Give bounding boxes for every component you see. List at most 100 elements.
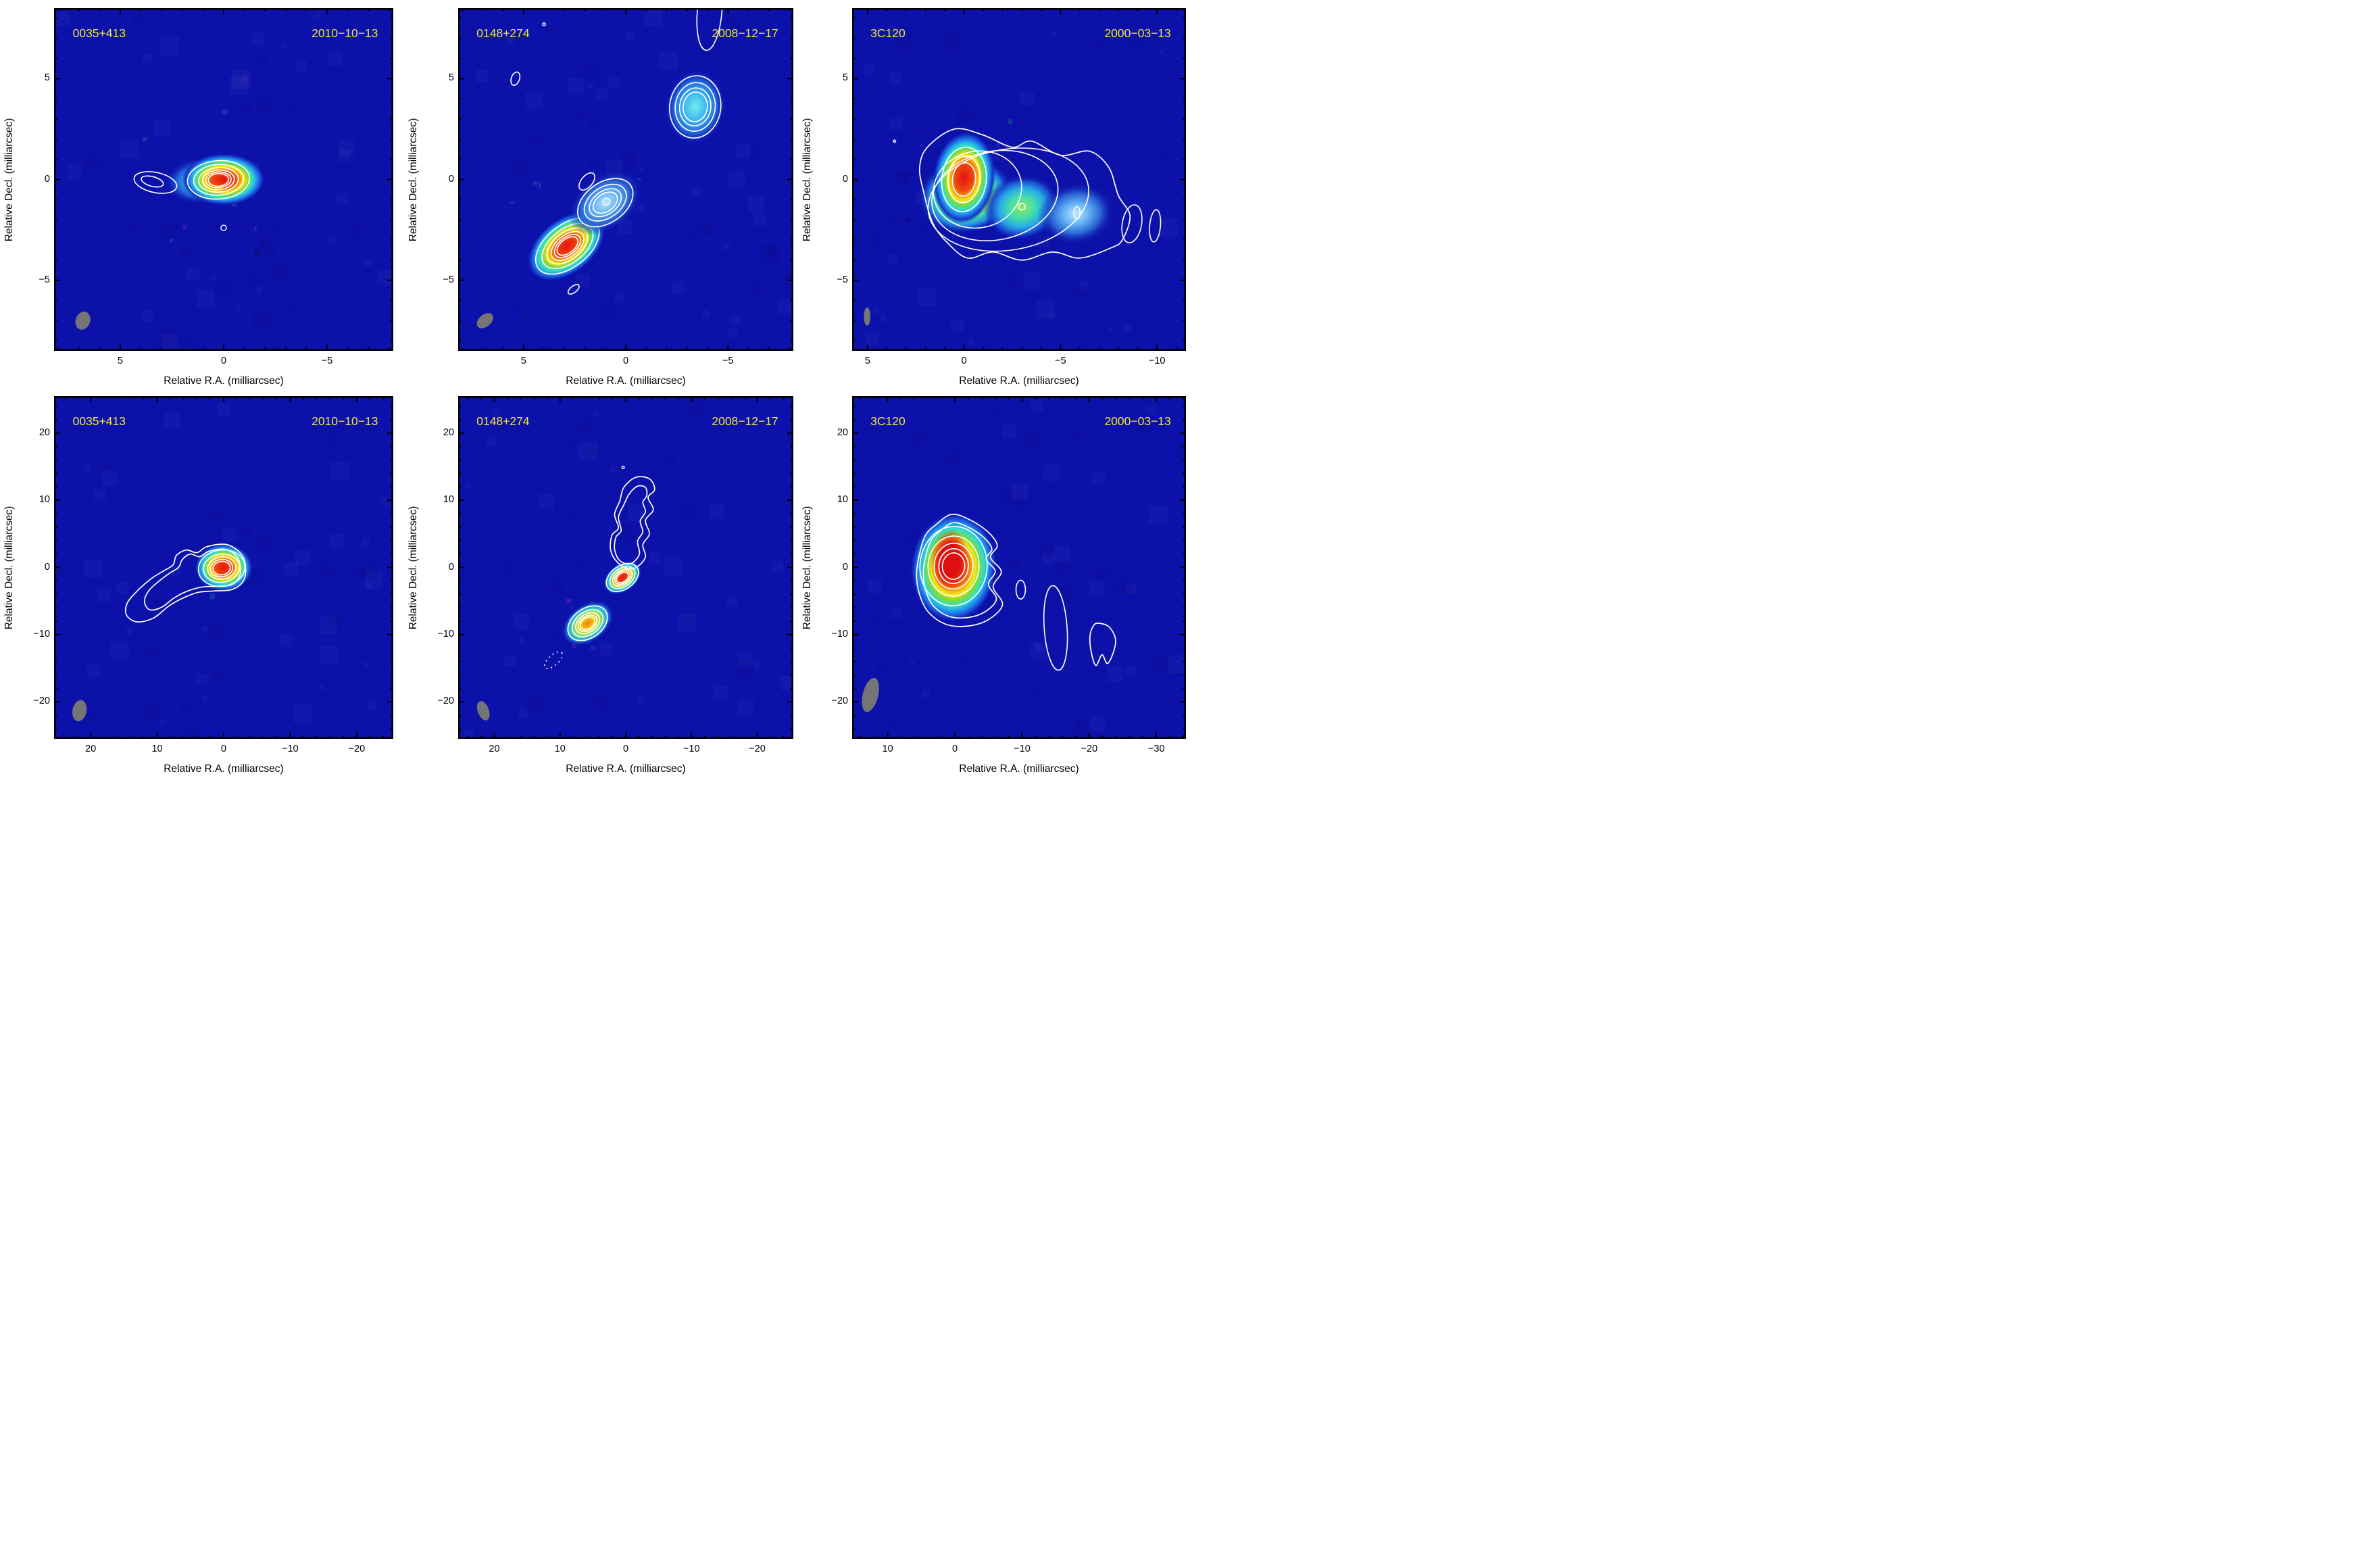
x-tick-label: 10 <box>151 744 163 754</box>
jet-contour <box>918 128 1131 261</box>
y-axis-title: Relative Decl. (milliarcsec) <box>3 506 15 629</box>
noise-patches <box>54 435 379 739</box>
x-tick-label: −30 <box>1147 744 1165 754</box>
contour-set <box>567 605 608 641</box>
noise-patches <box>870 406 1186 734</box>
x-tick-label: −20 <box>1081 744 1098 754</box>
vlbi-contour-map-figure: 0035+413 2010−10−13 5 0 −5 5 0 −5 Relative R.A. … <box>0 0 1190 777</box>
noise-patches <box>84 14 393 351</box>
contour-ellipse <box>510 71 521 86</box>
y-tick-label: 0 <box>44 561 50 573</box>
contour-set <box>919 526 988 606</box>
y-axis-title: Relative Decl. (milliarcsec) <box>407 118 419 241</box>
panel-svg: 0148+274 2008−12−17 <box>458 396 793 739</box>
date-label: 2000−03−13 <box>1104 26 1170 40</box>
contour-ellipse <box>696 8 723 51</box>
emission-blob-red <box>930 529 969 591</box>
x-tick-label: 10 <box>554 744 566 754</box>
y-tick-label: −20 <box>437 696 454 707</box>
contour-dot <box>602 197 610 205</box>
source-label: 0035+413 <box>73 414 126 428</box>
x-tick-label: 5 <box>117 356 123 366</box>
y-tick-label: 10 <box>39 494 50 506</box>
contour-set <box>187 160 251 200</box>
contour-ellipse <box>567 284 580 295</box>
contour-set <box>197 549 246 587</box>
panel-plot-0148+274-wide: 0148+274 2008−12−17 <box>458 396 793 739</box>
y-tick-label: 0 <box>448 561 454 573</box>
panel-svg: 0148+274 2008−12−17 <box>458 8 793 351</box>
y-tick-label: −10 <box>33 628 50 639</box>
y-axis-title: Relative Decl. (milliarcsec) <box>801 118 813 241</box>
y-axis-title: Relative Decl. (milliarcsec) <box>801 506 813 629</box>
x-tick-label: −20 <box>348 744 366 754</box>
y-tick-label: 10 <box>443 494 454 506</box>
x-tick-label: 20 <box>489 744 500 754</box>
noise-patches <box>511 18 793 323</box>
contour-ellipse <box>931 149 1059 242</box>
jet-contour <box>1089 623 1116 666</box>
x-tick-label: 20 <box>85 744 97 754</box>
noise-patches <box>465 398 793 717</box>
x-tick-label: −10 <box>1148 356 1166 366</box>
y-axis-title: Relative Decl. (milliarcsec) <box>3 118 15 241</box>
contour-ellipse <box>578 172 595 191</box>
panel-svg: 0035+413 2010−10−13 <box>54 8 393 351</box>
panel-svg: 0035+413 2010−10−13 <box>54 396 393 739</box>
x-tick-label: 5 <box>864 356 870 366</box>
y-tick-label: 20 <box>39 427 50 438</box>
contour-ellipse <box>933 150 1022 229</box>
x-tick-label: 5 <box>520 356 526 366</box>
emission-blob-lightblue <box>568 170 643 235</box>
date-label: 2008−12−17 <box>712 414 778 428</box>
y-tick-label: 5 <box>448 72 454 84</box>
x-tick-label: −5 <box>1055 356 1066 366</box>
contour-dot <box>1018 203 1026 211</box>
x-axis-title: Relative R.A. (milliarcsec) <box>164 763 284 775</box>
panel-plot-0035+413-wide: 0035+413 2010−10−13 <box>54 396 393 739</box>
jet-contour <box>144 548 241 611</box>
y-axis-title: Relative Decl. (milliarcsec) <box>407 506 419 629</box>
y-tick-label: 5 <box>842 72 848 84</box>
x-tick-label: −5 <box>321 356 333 366</box>
y-tick-label: −10 <box>831 628 848 639</box>
x-axis-title: Relative R.A. (milliarcsec) <box>959 763 1079 775</box>
source-label: 0148+274 <box>476 26 530 40</box>
date-label: 2010−10−13 <box>312 26 378 40</box>
x-tick-label: 0 <box>622 356 629 366</box>
jet-contour <box>124 543 247 623</box>
beam-ellipse <box>476 313 493 329</box>
y-tick-label: 20 <box>837 427 848 438</box>
x-tick-label: 0 <box>961 356 967 366</box>
x-axis-title: Relative R.A. (milliarcsec) <box>959 375 1079 387</box>
source-label: 3C120 <box>870 414 906 428</box>
emission-blob-cyan <box>664 68 727 145</box>
contour-dot <box>621 465 625 469</box>
beam-ellipse <box>72 700 87 722</box>
contour-ellipse <box>1149 209 1162 243</box>
y-tick-label: −10 <box>437 628 454 639</box>
contour-dot <box>893 139 897 143</box>
contour-ellipse <box>141 175 164 188</box>
jet-contour <box>916 513 1003 627</box>
contour-ellipse <box>927 147 1089 252</box>
y-tick-label: 5 <box>44 72 50 84</box>
contour-ellipse <box>1015 579 1026 600</box>
contour-set <box>668 75 722 139</box>
y-tick-label: 20 <box>443 427 454 438</box>
beam-ellipse <box>75 311 91 330</box>
y-tick-label: 0 <box>448 173 454 185</box>
x-tick-label: 0 <box>622 744 629 754</box>
source-label: 3C120 <box>870 26 906 40</box>
source-label: 0035+413 <box>73 26 126 40</box>
x-tick-label: 0 <box>220 356 227 366</box>
panel-svg: 3C120 2000−03−13 <box>852 396 1186 739</box>
beam-ellipse <box>476 701 490 721</box>
x-tick-label: 0 <box>952 744 958 754</box>
x-tick-label: −20 <box>749 744 766 754</box>
panel-plot-0035+413-zoom: 0035+413 2010−10−13 <box>54 8 393 351</box>
jet-contour <box>610 476 655 570</box>
panel-plot-3C120-zoom: 3C120 2000−03−13 <box>852 8 1186 351</box>
y-tick-label: 0 <box>842 561 848 573</box>
beam-ellipse <box>864 307 871 326</box>
